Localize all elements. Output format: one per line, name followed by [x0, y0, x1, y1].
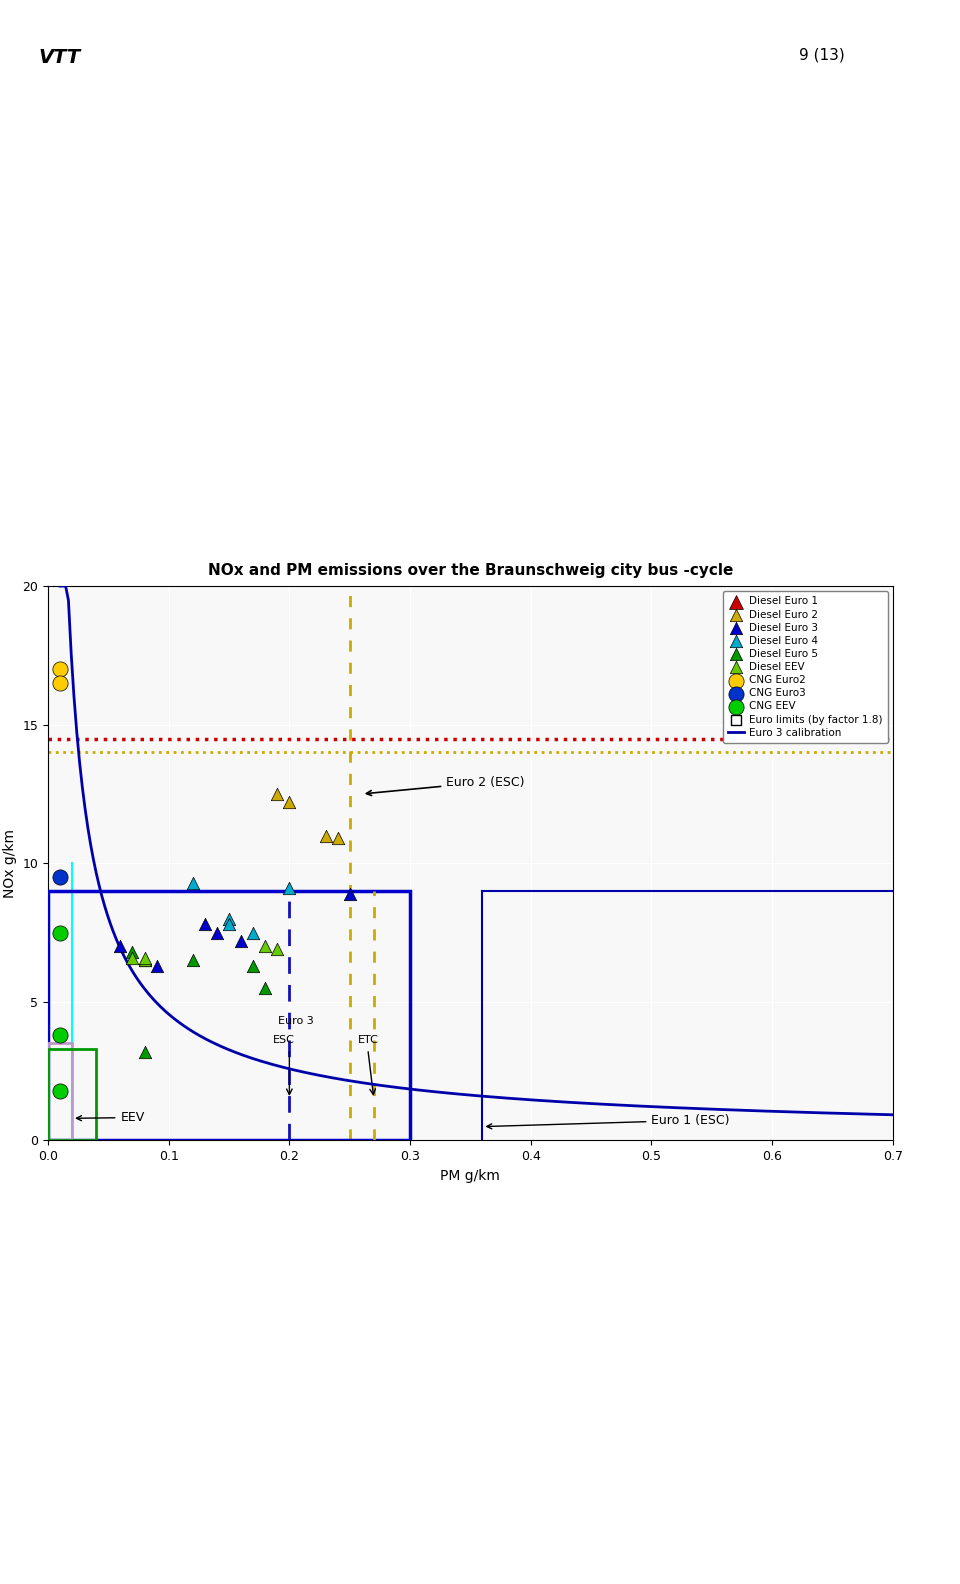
Diesel Euro 5 [246, 954, 261, 979]
CNG Euro3 [53, 865, 68, 890]
Diesel Euro 3 [112, 933, 128, 958]
Diesel EEV [137, 947, 153, 973]
Y-axis label: NOx g/km: NOx g/km [3, 828, 17, 898]
Diesel Euro 5 [125, 939, 140, 965]
CNG EEV [53, 1077, 68, 1102]
Diesel Euro 4 [281, 876, 297, 901]
Diesel Euro 4 [185, 870, 201, 895]
X-axis label: PM g/km: PM g/km [441, 1169, 500, 1183]
Diesel Euro 3 [197, 911, 212, 936]
Text: EEV: EEV [77, 1110, 145, 1125]
Diesel Euro 5 [257, 976, 273, 1001]
Text: ESC: ESC [273, 1036, 295, 1045]
Diesel Euro 2 [330, 825, 346, 851]
Diesel Euro 2 [270, 781, 285, 806]
Diesel EEV [257, 933, 273, 958]
CNG EEV [53, 1023, 68, 1049]
Diesel Euro 3 [137, 947, 153, 973]
Diesel Euro 3 [233, 928, 249, 954]
Diesel EEV [270, 936, 285, 961]
Text: Euro 2 (ESC): Euro 2 (ESC) [367, 776, 525, 795]
Bar [48, 1044, 72, 1140]
Diesel Euro 3 [209, 920, 225, 946]
Diesel EEV [137, 944, 153, 969]
Text: Euro 3: Euro 3 [277, 1015, 313, 1026]
Diesel Euro 3 [342, 881, 357, 906]
Text: Euro 1 (ESC): Euro 1 (ESC) [487, 1114, 730, 1129]
Diesel Euro 5 [137, 1039, 153, 1064]
Diesel EEV [125, 944, 140, 969]
Bar [48, 1049, 96, 1140]
Text: VTT: VTT [38, 48, 81, 67]
CNG Euro2 [53, 670, 68, 695]
CNG Euro2 [53, 656, 68, 681]
Title: NOx and PM emissions over the Braunschweig city bus -cycle: NOx and PM emissions over the Braunschwe… [207, 562, 733, 578]
Diesel Euro 4 [222, 906, 237, 931]
Text: 9 (13): 9 (13) [799, 48, 845, 62]
Bar [48, 890, 410, 1140]
Diesel Euro 5 [185, 947, 201, 973]
CNG EEV [53, 920, 68, 946]
Diesel Euro 4 [246, 920, 261, 946]
Diesel Euro 1 [729, 699, 744, 724]
Diesel Euro 2 [318, 822, 333, 847]
Diesel Euro 2 [281, 790, 297, 814]
Legend: Diesel Euro 1, Diesel Euro 2, Diesel Euro 3, Diesel Euro 4, Diesel Euro 5, Diese: Diesel Euro 1, Diesel Euro 2, Diesel Eur… [723, 591, 888, 743]
Diesel Euro 3 [149, 954, 164, 979]
Text: ETC: ETC [357, 1036, 378, 1045]
Bar [48, 890, 483, 1140]
Diesel Euro 4 [222, 911, 237, 936]
